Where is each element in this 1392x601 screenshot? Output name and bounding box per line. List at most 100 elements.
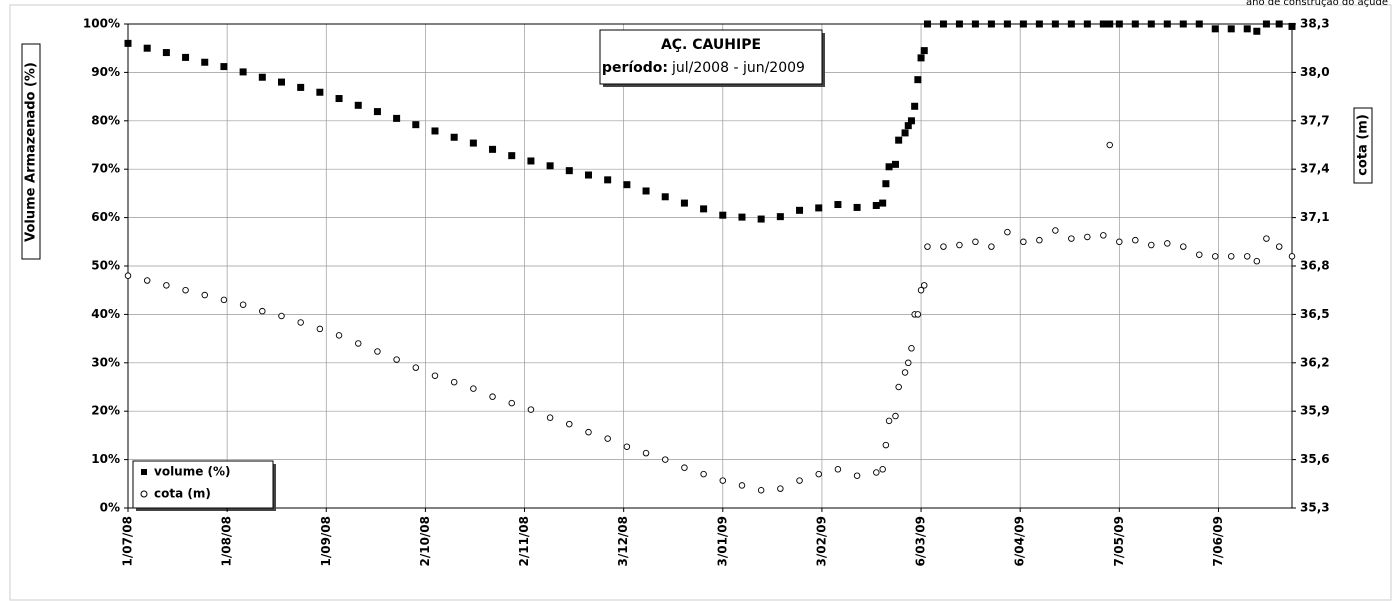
frame <box>9 4 1392 601</box>
cota-point <box>182 286 189 294</box>
y-tick-label: 100% <box>83 17 120 31</box>
volume-point <box>124 39 132 47</box>
volume-point <box>939 20 947 28</box>
volume-point <box>1115 20 1123 28</box>
chart-title: AÇ. CAUHIPE <box>661 37 761 53</box>
cota-point <box>470 385 477 392</box>
volume-point <box>220 63 228 71</box>
volume-point <box>987 20 995 28</box>
cota-point <box>917 286 925 294</box>
volume-point <box>450 133 458 141</box>
y2-tick-label: 38,0 <box>1300 65 1330 79</box>
y-tick-label: 20% <box>91 404 120 418</box>
cota-point <box>1212 253 1219 260</box>
x-tick-label: 7/06/09 <box>1211 516 1225 567</box>
x-tick-label: 3/12/08 <box>616 516 630 567</box>
volume-point <box>882 180 890 188</box>
volume-point <box>1227 25 1235 33</box>
x-tick-label: 7/05/09 <box>1112 516 1126 567</box>
y2-tick-label: 35,3 <box>1300 501 1330 515</box>
y2-tick-label: 38,3 <box>1300 17 1330 31</box>
cota-point <box>546 414 554 421</box>
volume-point <box>719 211 727 219</box>
volume-point <box>1131 20 1139 28</box>
volume-point <box>920 47 928 55</box>
cota-point <box>1196 251 1203 258</box>
cota-point <box>1227 253 1235 260</box>
cota-point <box>1164 240 1171 247</box>
volume-point <box>1253 27 1261 35</box>
cota-point <box>623 443 631 450</box>
volume-point <box>834 201 842 209</box>
cota-point <box>412 364 420 371</box>
legend-box <box>132 460 274 509</box>
title-box <box>599 29 823 85</box>
cota-point <box>220 296 228 304</box>
volume-point <box>1275 20 1283 28</box>
cota-point <box>1004 228 1011 236</box>
volume-point <box>907 117 915 125</box>
x-tick-label: 1/09/08 <box>319 516 333 567</box>
volume-point <box>1035 20 1043 28</box>
y-tick-label: 80% <box>91 113 120 127</box>
volume-point <box>853 203 861 211</box>
cota-point <box>278 312 285 320</box>
y2-tick-label: 37,7 <box>1300 113 1330 127</box>
y2-tick-label: 36,5 <box>1300 307 1330 321</box>
volume-point <box>335 95 343 103</box>
cota-point <box>834 466 842 473</box>
volume-point <box>584 171 592 179</box>
volume-point <box>757 215 765 223</box>
volume-point <box>277 78 285 86</box>
cota-point <box>885 417 893 425</box>
cota-point <box>853 472 861 479</box>
volume-point <box>776 213 784 221</box>
volume-point <box>239 68 247 76</box>
volume-point <box>815 204 823 212</box>
volume-point <box>891 160 899 168</box>
y2-tick-label: 36,8 <box>1300 259 1330 273</box>
cota-point <box>1100 232 1107 239</box>
y-tick-label: 30% <box>91 355 120 369</box>
volume-point <box>469 139 477 147</box>
cota-point <box>901 369 909 376</box>
cota-point <box>681 464 688 471</box>
volume-point <box>354 101 362 109</box>
cota-point <box>1116 238 1123 246</box>
y-tick-label: 70% <box>91 162 120 176</box>
volume-point <box>901 129 909 137</box>
x-tick-label: 1/07/08 <box>121 516 135 567</box>
volume-point <box>917 54 925 62</box>
volume-point <box>642 187 650 195</box>
cota-point <box>450 378 458 386</box>
volume-point <box>904 122 912 130</box>
volume-point <box>1211 25 1219 33</box>
cota-point <box>882 441 890 449</box>
ylabel-box <box>21 43 41 260</box>
volume-point <box>316 88 324 96</box>
cota-point <box>777 485 784 492</box>
y-tick-label: 50% <box>91 259 120 273</box>
volume-point <box>1051 20 1059 28</box>
volume-point <box>431 127 439 135</box>
volume-point <box>201 58 209 66</box>
volume-point <box>373 108 381 116</box>
volume-point <box>258 73 266 81</box>
cota-point <box>239 301 247 308</box>
cota-point <box>892 412 899 420</box>
volume-point <box>1083 20 1091 28</box>
cota-point <box>1036 236 1043 244</box>
x-tick-label: 1/08/08 <box>220 516 234 567</box>
cota-point <box>354 340 362 347</box>
cota-point <box>1243 253 1251 260</box>
y-tick-label: 10% <box>91 452 120 466</box>
x-tick-label: 3/02/09 <box>814 516 828 567</box>
cota-point <box>914 311 922 318</box>
cota-point <box>527 406 535 413</box>
y-tick-label: 0% <box>100 501 120 515</box>
x-tick-label: 6/04/09 <box>1013 516 1027 567</box>
cota-point <box>661 456 669 463</box>
cota-point <box>921 282 928 289</box>
volume-point <box>182 53 190 61</box>
cota-point <box>1263 235 1270 242</box>
